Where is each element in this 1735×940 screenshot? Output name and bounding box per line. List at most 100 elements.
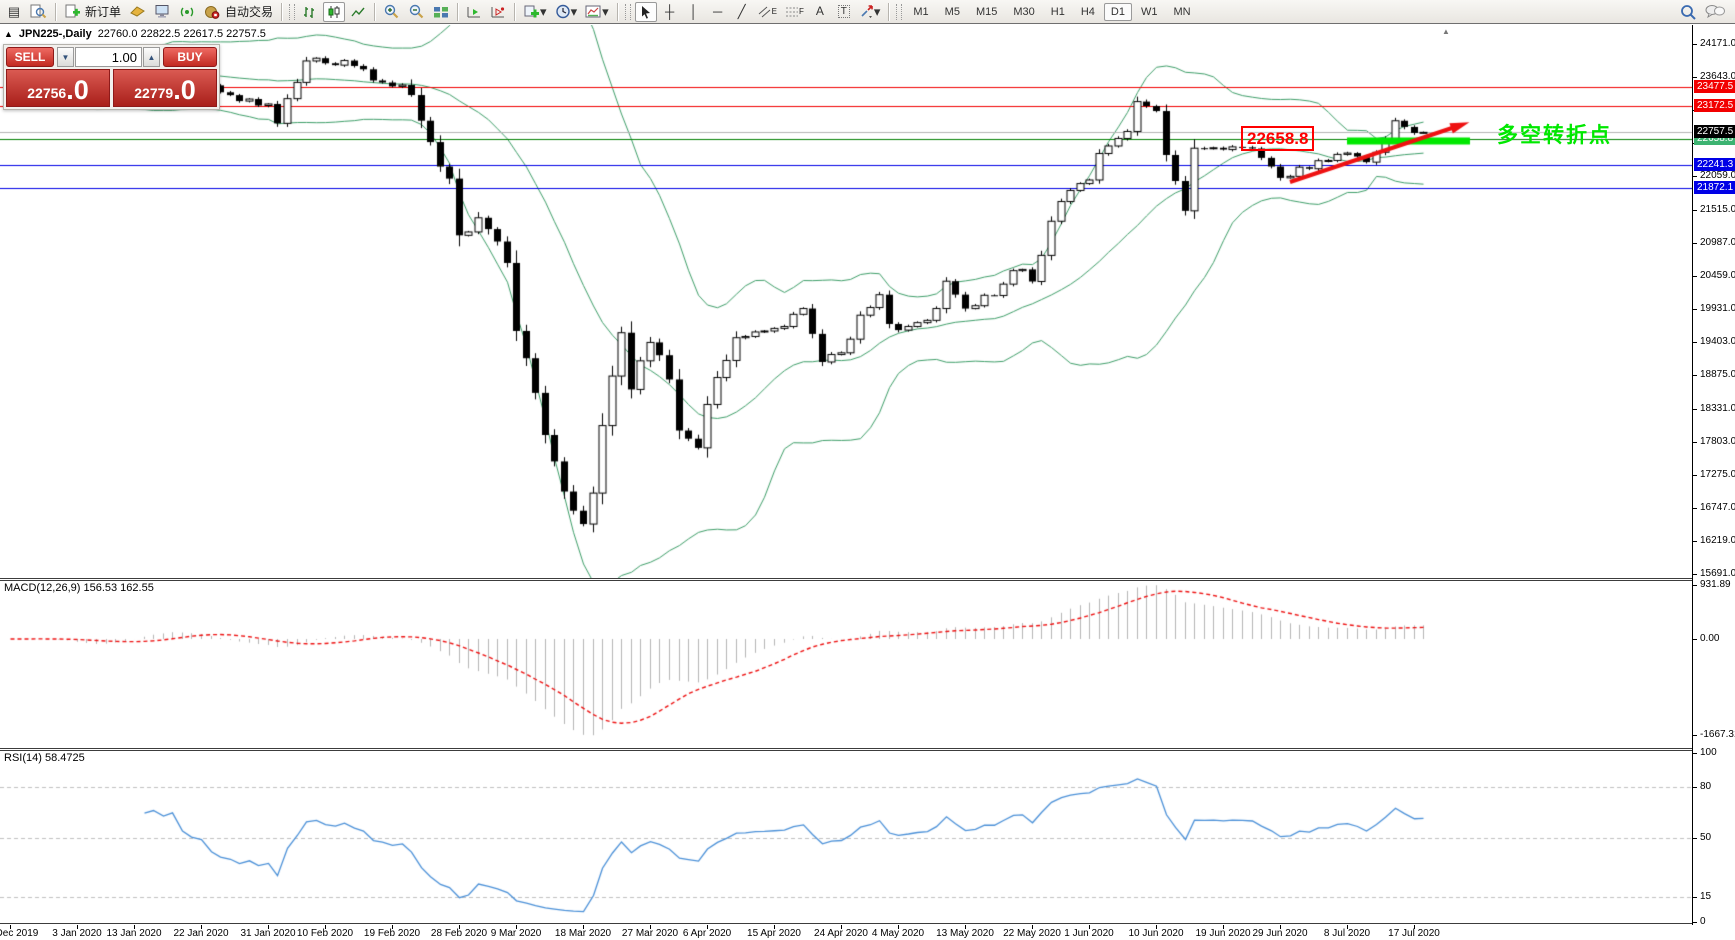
price-tick-label: 15691.0 <box>1700 568 1735 579</box>
gold-brush-icon <box>130 6 145 17</box>
zoom-out-button[interactable] <box>405 2 428 22</box>
candlestick-chart-button[interactable] <box>323 1 346 22</box>
buy-button[interactable]: BUY <box>163 47 217 67</box>
vertical-line-tool-button[interactable]: │ <box>683 2 705 22</box>
label-tool-button[interactable]: T <box>833 2 855 22</box>
price-tick-label: 18875.0 <box>1700 369 1735 380</box>
turning-point-note[interactable]: 多空转折点 <box>1497 122 1612 147</box>
sell-price-display[interactable]: 22756 .0 <box>6 69 110 107</box>
fibonacci-tool-button[interactable]: F <box>782 2 807 22</box>
one-click-trading-panel: SELL ▼ ▲ BUY 22756 .0 22779 .0 <box>3 44 220 110</box>
cursor-tool-button[interactable] <box>634 1 657 22</box>
auto-scroll-icon <box>467 6 481 17</box>
text-tool-button[interactable]: A <box>809 2 831 22</box>
date-tick <box>650 925 651 929</box>
line-chart-button[interactable] <box>347 2 369 22</box>
main-chart-canvas[interactable] <box>0 25 1692 578</box>
doc-magnifier-icon <box>30 4 47 19</box>
zoom-in-button[interactable] <box>380 2 403 22</box>
axis-tick <box>1693 838 1697 839</box>
timeframe-button-m1[interactable]: M1 <box>913 5 929 18</box>
axis-tick <box>1693 276 1697 277</box>
axis-tick <box>1693 639 1697 640</box>
bar-chart-button[interactable] <box>299 2 321 22</box>
date-tick <box>10 925 11 929</box>
arrows-tool-button[interactable]: ▾ <box>857 2 884 22</box>
date-tick <box>1347 925 1348 929</box>
clock-icon <box>555 4 570 19</box>
indicators-button[interactable]: ▾ <box>582 2 612 22</box>
timeframe-button-mn[interactable]: MN <box>1173 5 1191 18</box>
channel-tool-button[interactable]: E <box>755 2 780 22</box>
community-chat-button[interactable] <box>1702 2 1728 22</box>
macd-pane-splitter[interactable] <box>0 578 1692 581</box>
main-toolbar: ▤ 新订单 自动交易 <box>0 0 1735 24</box>
auto-scroll-button[interactable] <box>463 2 485 22</box>
search-button[interactable] <box>1676 2 1700 22</box>
styler-button[interactable] <box>126 2 149 22</box>
price-tick-label: 23643.0 <box>1700 71 1735 82</box>
timeframe-button-m30[interactable]: M30 <box>1013 5 1035 18</box>
sell-button[interactable]: SELL <box>6 47 54 67</box>
volume-increase-spinner[interactable]: ▲ <box>143 47 160 67</box>
horizontal-line-tool-button[interactable]: ─ <box>707 2 729 22</box>
timeframe-button-h4[interactable]: H4 <box>1080 5 1095 18</box>
price-tick-label: 16747.0 <box>1700 502 1735 513</box>
macd-indicator-label: MACD(12,26,9) 156.53 162.55 <box>4 582 154 594</box>
price-tick-label: 21515.0 <box>1700 204 1735 215</box>
crosshair-icon: ┼ <box>665 4 675 19</box>
trendline-tool-button[interactable]: ╱ <box>731 2 753 22</box>
trendline-icon: ╱ <box>737 4 746 19</box>
horizontal-line-icon: ─ <box>713 4 723 19</box>
price-tick-label: 20987.0 <box>1700 237 1735 248</box>
right-shift-marker[interactable]: ▲ <box>1442 27 1450 36</box>
timeframe-toolbar: M1 M5 M15 M30 H1 H4 D1 W1 MN <box>905 2 1198 21</box>
chart-shift-button[interactable] <box>487 2 509 22</box>
date-tick <box>459 925 460 929</box>
new-order-icon <box>65 4 80 18</box>
new-order-button[interactable]: 新订单 <box>61 2 124 22</box>
rsi-pane-splitter[interactable] <box>0 748 1692 751</box>
date-tick <box>1156 925 1157 929</box>
timeframe-button-d1[interactable]: D1 <box>1103 2 1132 21</box>
zoom-out-icon <box>409 4 424 19</box>
support-price-label[interactable]: 22658.8 <box>1241 126 1315 151</box>
volume-input[interactable] <box>75 47 142 67</box>
rsi-indicator-label: RSI(14) 58.4725 <box>4 752 85 764</box>
new-chart-button[interactable]: ▾ <box>520 2 550 22</box>
price-axis[interactable]: 24171.023643.023115.022587.022059.021515… <box>1692 25 1735 927</box>
indicators-icon <box>585 5 601 18</box>
level-price-chip: 22241.3 <box>1694 158 1735 171</box>
periods-button[interactable]: ▾ <box>552 2 581 22</box>
tile-windows-icon <box>434 6 449 17</box>
timeframe-button-w1[interactable]: W1 <box>1140 5 1158 18</box>
rsi-pane-canvas[interactable] <box>0 751 1692 923</box>
buy-price-display[interactable]: 22779 .0 <box>113 69 217 107</box>
timeframe-button-h1[interactable]: H1 <box>1050 5 1065 18</box>
autotrading-button[interactable]: 自动交易 <box>201 2 276 22</box>
fibonacci-letter: F <box>798 7 804 16</box>
macd-pane-canvas[interactable] <box>0 581 1692 748</box>
timeframe-button-m15[interactable]: M15 <box>975 5 998 18</box>
timeframe-button-m5[interactable]: M5 <box>944 5 960 18</box>
date-tick-label: 24 Apr 2020 <box>814 928 868 939</box>
axis-tick <box>1693 243 1697 244</box>
volume-decrease-spinner[interactable]: ▼ <box>57 47 74 67</box>
date-tick <box>707 925 708 929</box>
sell-price-pips: .0 <box>66 75 89 105</box>
axis-tick <box>1693 475 1697 476</box>
market-watch-button[interactable]: ▤ <box>3 2 25 22</box>
trade-panel-toggle[interactable]: ▲ <box>4 29 13 39</box>
date-axis[interactable]: 25 Dec 2019 3 Jan 2020 13 Jan 2020 22 Jan 2… <box>0 925 1692 940</box>
signals-button[interactable] <box>176 2 199 22</box>
autotrading-label: 自动交易 <box>225 5 274 19</box>
crosshair-tool-button[interactable]: ┼ <box>659 2 681 22</box>
date-tick-label: 10 Feb 2020 <box>296 928 354 939</box>
date-tick-label: 4 May 2020 <box>871 928 925 939</box>
data-window-button[interactable] <box>27 2 50 22</box>
terminal-button[interactable] <box>151 2 174 22</box>
arrows-icon <box>861 5 873 18</box>
tile-windows-button[interactable] <box>430 2 452 22</box>
axis-tick <box>1693 897 1697 898</box>
chevron-down-icon: ▾ <box>540 4 547 19</box>
